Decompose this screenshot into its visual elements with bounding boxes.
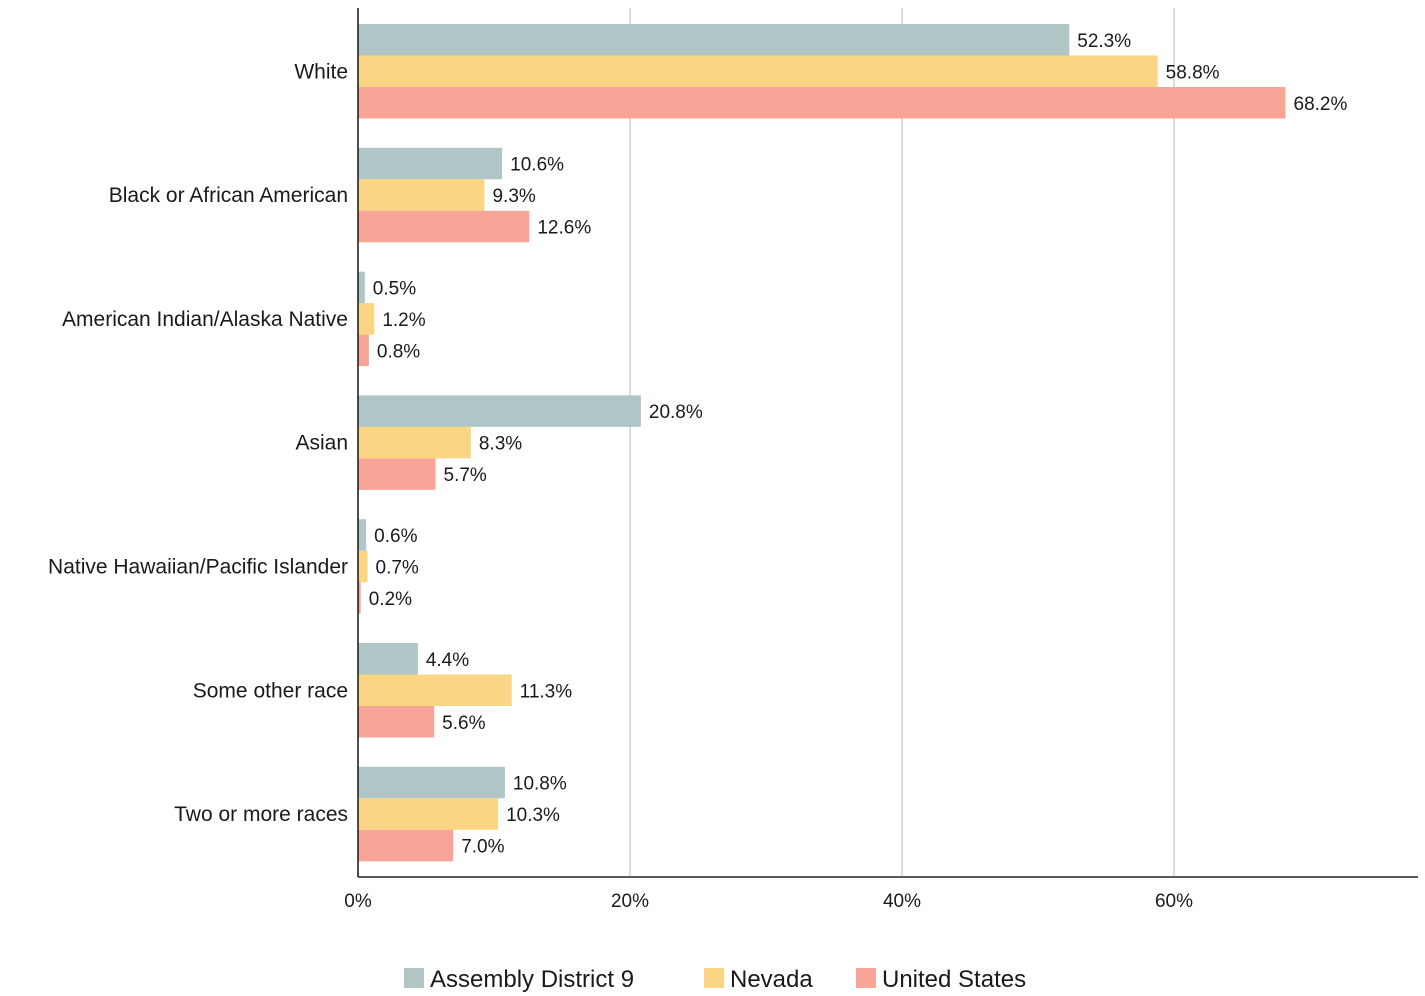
data-label: 7.0% — [461, 837, 504, 858]
data-label: 10.8% — [513, 774, 567, 795]
data-label: 0.2% — [369, 589, 412, 610]
bar-assembly-district-9 — [358, 271, 365, 304]
bar-assembly-district-9 — [358, 147, 503, 180]
bar-nevada — [358, 550, 368, 583]
bar-assembly-district-9 — [358, 395, 641, 427]
category-label: Black or African American — [109, 184, 348, 207]
x-tick-label: 40% — [883, 891, 921, 912]
data-label: 8.3% — [479, 434, 522, 455]
data-label: 10.6% — [510, 155, 564, 176]
legend-swatch — [704, 968, 724, 988]
category-label: Two or more races — [174, 803, 348, 826]
data-label: 52.3% — [1077, 31, 1131, 52]
data-label: 5.7% — [444, 465, 487, 486]
bar-united-states — [358, 582, 361, 614]
data-labels: 52.3% 58.8% 68.2% 10.6% 9.3%12.6% 0.5% 1.2% 0.8… — [369, 31, 1348, 858]
data-label: 1.2% — [382, 310, 425, 331]
bar-nevada — [358, 179, 485, 211]
bar-united-states — [358, 87, 1286, 119]
data-label: 20.8% — [649, 402, 703, 423]
bar-nevada — [358, 426, 471, 459]
data-label: 11.3% — [520, 681, 573, 702]
bars — [358, 24, 1286, 862]
legend-item: United States — [856, 966, 1026, 993]
category-label: Native Hawaiian/Pacific Islander — [48, 555, 348, 578]
legend-swatch — [856, 968, 876, 988]
x-tick-label: 20% — [611, 891, 649, 912]
data-label: 58.8% — [1166, 62, 1220, 83]
bar-nevada — [358, 303, 375, 335]
legend-label: United States — [882, 966, 1026, 993]
x-tick-label: 0% — [344, 891, 372, 912]
bar-nevada — [358, 674, 512, 706]
legend-item: Assembly District 9 — [404, 966, 634, 993]
data-label: 4.4% — [426, 650, 469, 671]
axes: 0% 20% 40% 60% — [344, 8, 1418, 912]
bar-assembly-district-9 — [358, 24, 1070, 56]
data-label: 0.6% — [374, 526, 417, 547]
category-label: American Indian/Alaska Native — [62, 308, 348, 331]
bar-assembly-district-9 — [358, 519, 367, 551]
bar-nevada — [358, 798, 499, 830]
data-label: 9.3% — [492, 186, 535, 207]
legend-label: Assembly District 9 — [430, 966, 634, 993]
bar-nevada — [358, 55, 1158, 87]
legend-swatch — [404, 968, 424, 988]
legend: Assembly District 9 Nevada United States — [404, 966, 1026, 993]
category-label: Asian — [295, 432, 348, 455]
x-tick-label: 60% — [1155, 891, 1193, 912]
bar-united-states — [358, 829, 454, 862]
bar-assembly-district-9 — [358, 643, 418, 675]
category-label: White — [294, 60, 348, 83]
data-label: 0.5% — [373, 278, 416, 299]
category-label: Some other race — [193, 679, 348, 702]
data-label: 12.6% — [537, 218, 591, 239]
data-label: 0.7% — [376, 557, 419, 578]
category-labels: White Black or African American American I… — [48, 60, 348, 826]
bar-united-states — [358, 706, 435, 738]
bar-united-states — [358, 210, 530, 243]
data-label: 68.2% — [1294, 94, 1348, 115]
legend-label: Nevada — [730, 966, 813, 993]
data-label: 10.3% — [506, 805, 560, 826]
gridlines — [629, 8, 1175, 877]
data-label: 5.6% — [442, 713, 485, 734]
legend-item: Nevada — [704, 966, 813, 993]
data-label: 0.8% — [377, 341, 420, 362]
bar-united-states — [358, 334, 369, 367]
bar-united-states — [358, 458, 436, 490]
bar-assembly-district-9 — [358, 766, 505, 799]
